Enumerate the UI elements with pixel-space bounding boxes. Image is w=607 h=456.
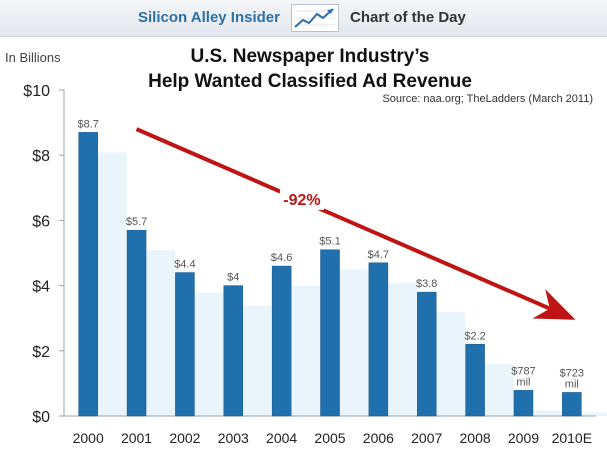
data-label-suffix: mil <box>565 378 579 390</box>
data-label: $4.7 <box>368 249 389 261</box>
data-label: $2.2 <box>464 330 485 342</box>
header-banner: Silicon Alley Insider Chart of the Day <box>0 0 607 37</box>
bar <box>271 265 292 417</box>
bar <box>513 390 534 417</box>
y-tick-label: $2 <box>32 344 50 361</box>
section-title: Chart of the Day <box>350 9 466 26</box>
chart-source: Source: naa.org; TheLadders (March 2011) <box>382 93 593 105</box>
x-tick-label: 2008 <box>460 430 491 446</box>
y-tick-label: $0 <box>32 409 50 426</box>
x-tick-label: 2004 <box>266 430 297 446</box>
x-tick-label: 2006 <box>363 430 394 446</box>
rising-chart-icon <box>291 4 339 32</box>
bar <box>320 249 340 417</box>
data-label-suffix: mil <box>516 376 530 388</box>
y-tick-label: $8 <box>32 148 50 165</box>
chart-title: U.S. Newspaper Industry’s Help Wanted Cl… <box>130 44 490 94</box>
data-label: $4.6 <box>271 252 292 264</box>
data-label: $5.1 <box>319 236 340 248</box>
x-tick-label: 2002 <box>169 430 200 446</box>
brand-name[interactable]: Silicon Alley Insider <box>138 9 280 26</box>
x-tick-label: 2000 <box>73 430 104 446</box>
x-tick-label: 2007 <box>411 430 442 446</box>
x-tick-label: 2005 <box>314 430 345 446</box>
data-label: $3.8 <box>416 278 437 290</box>
y-tick-label: $10 <box>23 83 50 100</box>
trend-arrow <box>135 127 576 321</box>
percent-change-label: -92% <box>283 192 320 209</box>
y-tick-label: $6 <box>32 213 50 230</box>
bar <box>368 262 389 417</box>
unit-label: In Billions <box>5 50 61 65</box>
chart-title-line-2: Help Wanted Classified Ad Revenue <box>148 71 472 92</box>
bar <box>562 392 582 417</box>
x-tick-label: 2003 <box>218 430 249 446</box>
bar <box>78 132 98 417</box>
x-tick-label: 2001 <box>121 430 152 446</box>
bar <box>416 291 437 417</box>
y-tick-label: $4 <box>32 279 50 296</box>
x-tick-label: 2009 <box>508 430 539 446</box>
bar-backdrop <box>517 410 562 416</box>
data-label: $4.4 <box>174 259 195 271</box>
data-label: $4 <box>227 272 239 284</box>
bar <box>465 344 485 417</box>
bar <box>126 229 147 417</box>
bar <box>175 272 195 417</box>
data-label: $787 <box>511 365 535 377</box>
chart-title-line-1: U.S. Newspaper Industry’s <box>190 46 430 67</box>
x-tick-label: 2010E <box>552 430 592 446</box>
data-label: $8.7 <box>77 118 98 130</box>
bar <box>223 285 244 417</box>
data-label: $5.7 <box>126 216 147 228</box>
bar-backdrop <box>565 412 607 416</box>
annotation-backdrop <box>279 187 324 210</box>
data-label: $723 <box>560 367 584 379</box>
